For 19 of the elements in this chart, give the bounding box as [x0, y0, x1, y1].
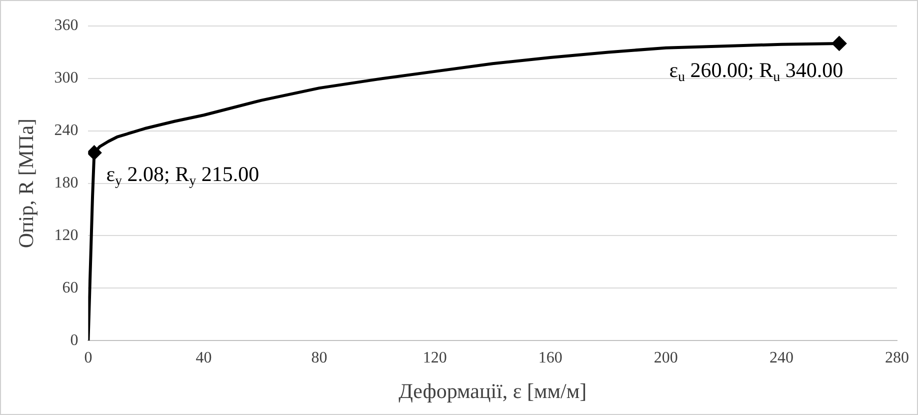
y-tick-label: 120 — [54, 226, 78, 244]
x-tick-label: 80 — [311, 349, 328, 366]
y-tick-label: 0 — [70, 332, 78, 349]
y-tick-label: 60 — [62, 279, 78, 296]
x-tick-label: 240 — [769, 349, 794, 366]
y-tick-label: 300 — [54, 70, 78, 87]
x-axis-title: Деформації, ε [мм/м] — [398, 378, 587, 403]
x-tick-label: 200 — [654, 349, 678, 366]
y-tick-label: 360 — [54, 17, 78, 34]
x-tick-label: 0 — [84, 349, 92, 366]
x-tick-label: 160 — [538, 349, 562, 366]
y-axis-title: Опір, R [МПа] — [14, 118, 38, 248]
y-tick-label: 180 — [54, 174, 78, 192]
x-tick-label: 120 — [422, 349, 447, 366]
x-tick-label: 40 — [196, 349, 212, 366]
annotation: ε$_{u}$ 260.00; R$_{u}$ 340.00 — [669, 57, 844, 86]
x-tick-label: 280 — [885, 349, 909, 366]
y-tick-label: 240 — [54, 122, 78, 140]
annotation: ε$_{y}$ 2.08; R$_{y}$ 215.00 — [106, 160, 260, 189]
